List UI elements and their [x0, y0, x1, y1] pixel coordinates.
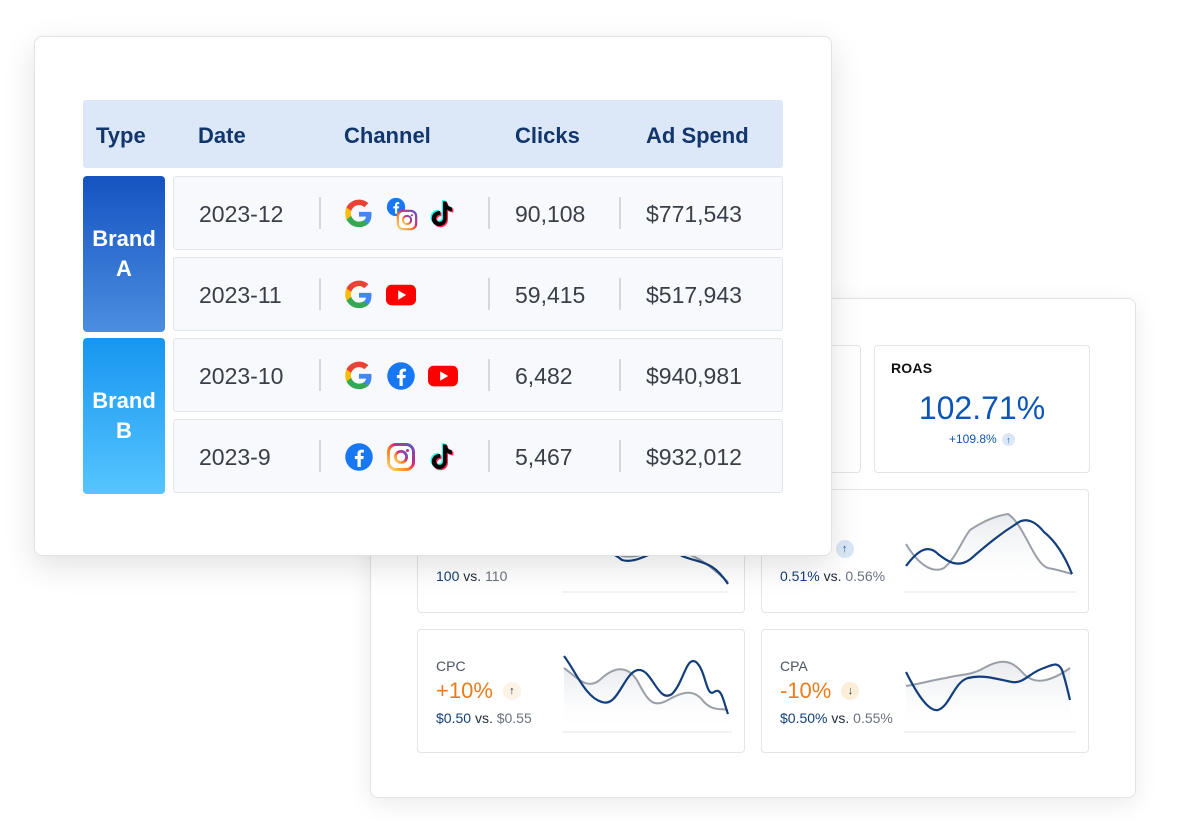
current-value: $0.50 — [436, 710, 472, 726]
channel-icons — [344, 197, 458, 231]
previous-value: $0.55 — [496, 710, 532, 726]
current-value: 0.51% — [780, 568, 820, 584]
campaign-table-card: Type Date Channel Clicks Ad Spend Brand … — [34, 36, 832, 556]
cpc-label: CPC — [436, 658, 466, 674]
arrow-down-icon: ↓ — [841, 682, 860, 700]
column-header-date[interactable]: Date — [198, 123, 246, 148]
facebook-icon — [387, 362, 415, 390]
previous-value: 110 — [485, 568, 508, 584]
vs-label: vs. — [474, 710, 493, 726]
cpc-comparison: $0.50 vs. $0.55 — [436, 710, 532, 726]
date-cell: 2023-11 — [199, 282, 282, 308]
brand-label-line2: B — [116, 418, 132, 443]
vs-label: vs. — [463, 568, 482, 584]
youtube-icon — [428, 365, 458, 387]
kpi-comparison: 100 vs. 110 — [436, 568, 507, 584]
cpa-tile[interactable]: CPA -10% ↓ $0.50% vs. 0.55% — [761, 629, 1089, 753]
roas-value: 102.71% — [918, 390, 1046, 426]
sparkline-chart — [904, 660, 1076, 733]
clicks-cell: 6,482 — [515, 363, 573, 389]
column-divider — [488, 278, 490, 310]
ad-spend-cell: $517,943 — [646, 282, 742, 308]
cpa-percent: -10% ↓ — [780, 678, 860, 704]
column-divider — [488, 359, 490, 391]
brand-label-line1: Brand — [92, 388, 156, 413]
channel-icons — [344, 278, 416, 312]
column-divider — [619, 278, 621, 310]
current-value: $0.50% — [780, 710, 828, 726]
previous-value: 0.55% — [853, 710, 893, 726]
sparkline-chart — [904, 512, 1076, 593]
brand-label-line2: A — [116, 256, 132, 281]
ad-spend-cell: $771,543 — [646, 201, 742, 227]
roas-tile[interactable]: ROAS 102.71% +109.8% ↑ — [874, 345, 1090, 473]
column-divider — [319, 278, 321, 310]
table-row[interactable]: 2023-9 5,467 $932,012 — [173, 419, 783, 493]
google-icon — [345, 280, 372, 309]
clicks-cell: 59,415 — [515, 282, 586, 308]
instagram-icon — [387, 443, 415, 471]
date-cell: 2023-10 — [199, 363, 284, 389]
roas-label: ROAS — [891, 360, 933, 376]
cpa-label: CPA — [780, 658, 808, 674]
sparkline-chart — [562, 655, 732, 733]
column-divider — [319, 440, 321, 472]
brand-a-group-label: Brand A — [83, 176, 165, 332]
table-row[interactable]: 2023-10 6,482 $940,981 — [173, 338, 783, 412]
column-header-ad-spend[interactable]: Ad Spend — [646, 123, 749, 148]
column-divider — [619, 359, 621, 391]
table-row[interactable]: 2023-11 59,415 $517,943 — [173, 257, 783, 331]
column-header-clicks[interactable]: Clicks — [515, 123, 580, 148]
clicks-cell: 90,108 — [515, 201, 586, 227]
brand-b-group-label: Brand B — [83, 338, 165, 494]
google-icon — [345, 199, 372, 228]
cpc-percent-text: +10% — [436, 678, 493, 703]
ad-spend-cell: $940,981 — [646, 363, 742, 389]
cpc-percent: +10% ↑ — [436, 678, 521, 704]
column-divider — [619, 197, 621, 229]
current-value: 100 — [436, 568, 460, 584]
table-header: Type Date Channel Clicks Ad Spend — [83, 100, 783, 168]
date-cell: 2023-12 — [199, 201, 284, 227]
youtube-icon — [386, 284, 416, 306]
clicks-cell: 5,467 — [515, 444, 573, 470]
vs-label: vs. — [823, 568, 842, 584]
date-cell: 2023-9 — [199, 444, 271, 470]
previous-value: 0.56% — [845, 568, 886, 584]
cpa-comparison: $0.50% vs. 0.55% — [780, 710, 893, 726]
channel-icons — [344, 359, 458, 393]
column-divider — [488, 440, 490, 472]
vs-label: vs. — [831, 710, 850, 726]
ad-spend-cell: $932,012 — [646, 444, 742, 470]
cpa-percent-text: -10% — [780, 678, 832, 703]
tiktok-icon — [430, 200, 454, 228]
facebook-instagram-icon — [386, 197, 418, 231]
roas-delta-text: +109.8% — [948, 432, 997, 446]
column-header-type[interactable]: Type — [96, 123, 146, 148]
brand-label-line1: Brand — [92, 226, 156, 251]
column-header-channel[interactable]: Channel — [344, 123, 431, 148]
channel-icons — [344, 440, 458, 474]
table-row[interactable]: 2023-12 90,108 $771,543 — [173, 176, 783, 250]
arrow-up-icon: ↑ — [835, 540, 854, 558]
column-divider — [319, 359, 321, 391]
cpc-tile[interactable]: CPC +10% ↑ $0.50 vs. $0.55 — [417, 629, 745, 753]
arrow-up-icon: ↑ — [502, 682, 521, 700]
column-divider — [488, 197, 490, 229]
roas-delta: +109.8% ↑ — [875, 432, 1089, 447]
google-icon — [345, 361, 372, 390]
arrow-up-icon: ↑ — [1002, 433, 1016, 447]
tiktok-icon — [430, 443, 454, 471]
column-divider — [319, 197, 321, 229]
facebook-icon — [345, 443, 373, 471]
kpi-comparison: 0.51% vs. 0.56% — [780, 568, 885, 584]
column-divider — [619, 440, 621, 472]
